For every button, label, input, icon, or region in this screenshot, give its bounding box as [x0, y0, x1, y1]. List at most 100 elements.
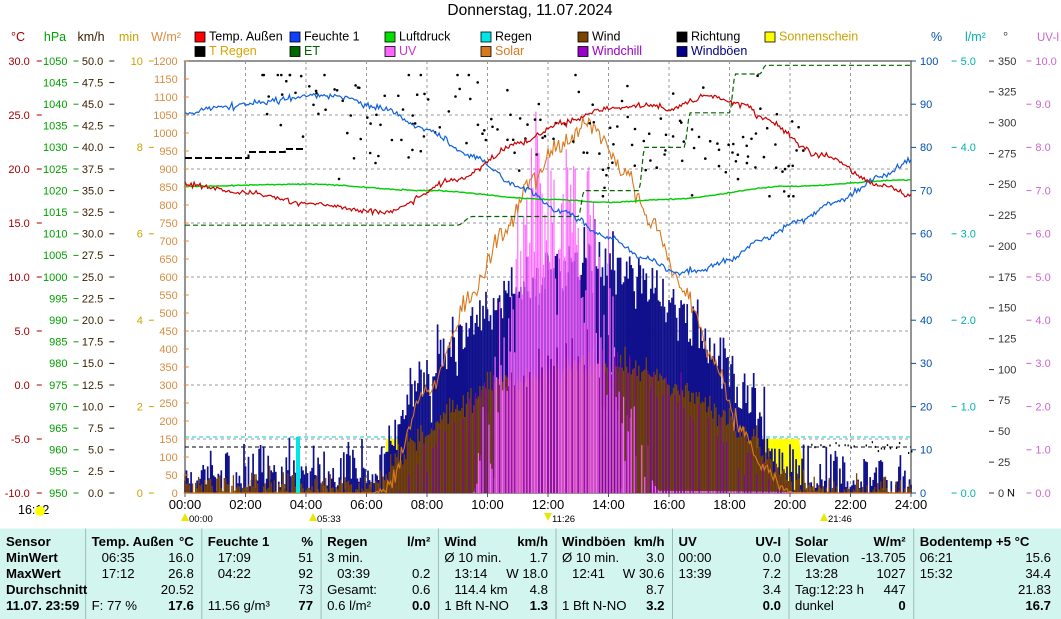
svg-text:300: 300	[159, 380, 177, 392]
svg-text:12:41: 12:41	[572, 566, 605, 581]
svg-text:Donnerstag, 11.07.2024: Donnerstag, 11.07.2024	[447, 2, 613, 19]
svg-text:00:00: 00:00	[679, 550, 712, 565]
svg-text:dunkel: dunkel	[795, 598, 834, 613]
svg-text:2.0: 2.0	[1035, 401, 1050, 413]
svg-text:Solar: Solar	[495, 44, 524, 58]
svg-text:UV-I: UV-I	[1037, 32, 1059, 44]
svg-text:7.5: 7.5	[88, 423, 103, 435]
svg-text:1015: 1015	[43, 207, 67, 219]
svg-text:Temp. Außen: Temp. Außen	[209, 30, 283, 44]
svg-text:350: 350	[159, 362, 177, 374]
svg-text:Luftdruck: Luftdruck	[399, 30, 451, 44]
svg-text:30: 30	[920, 358, 932, 370]
svg-text:10.0: 10.0	[82, 401, 103, 413]
svg-text:1045: 1045	[43, 77, 67, 89]
svg-text:25.0: 25.0	[82, 272, 103, 284]
svg-text:275: 275	[998, 148, 1016, 160]
svg-text:06:21: 06:21	[920, 550, 953, 565]
svg-text:17.5: 17.5	[82, 337, 103, 349]
svg-text:14:00: 14:00	[592, 497, 625, 512]
svg-text:13:28: 13:28	[805, 566, 838, 581]
svg-text:W/m²: W/m²	[873, 534, 906, 549]
svg-text:175: 175	[998, 272, 1016, 284]
svg-text:8: 8	[137, 142, 143, 154]
svg-text:Ø 10 min.: Ø 10 min.	[444, 550, 501, 565]
svg-text:4: 4	[137, 315, 143, 327]
svg-text:325: 325	[998, 87, 1016, 99]
svg-text:0.2: 0.2	[412, 566, 430, 581]
svg-text:850: 850	[159, 182, 177, 194]
svg-text:Gesamt:: Gesamt:	[327, 582, 377, 597]
svg-text:0: 0	[898, 598, 905, 613]
svg-text:0.0: 0.0	[763, 550, 781, 565]
svg-text:17.6: 17.6	[168, 598, 194, 613]
svg-text:650: 650	[159, 254, 177, 266]
svg-text:km/h: km/h	[77, 30, 104, 44]
svg-text:Solar: Solar	[795, 534, 828, 549]
svg-text:1100: 1100	[154, 92, 178, 104]
svg-text:3.2: 3.2	[646, 598, 664, 613]
svg-text:4.0: 4.0	[1035, 315, 1050, 327]
svg-text:975: 975	[49, 380, 67, 392]
svg-text:20:00: 20:00	[774, 497, 807, 512]
svg-text:3.4: 3.4	[763, 582, 781, 597]
svg-text:min: min	[119, 30, 139, 44]
svg-text:Wind: Wind	[444, 534, 476, 549]
svg-text:700: 700	[159, 236, 177, 248]
svg-text:Durchschnitt: Durchschnitt	[6, 582, 88, 597]
svg-text:1025: 1025	[43, 164, 67, 176]
svg-text:20: 20	[920, 401, 932, 413]
svg-text:16.0: 16.0	[168, 550, 194, 565]
svg-text:Regen: Regen	[495, 30, 532, 44]
svg-text:W 18.0: W 18.0	[506, 566, 548, 581]
svg-text:100: 100	[998, 364, 1016, 376]
svg-text:Regen: Regen	[327, 534, 367, 549]
svg-text:1035: 1035	[43, 121, 67, 133]
svg-text:0.0: 0.0	[961, 488, 976, 500]
svg-text:70: 70	[920, 185, 932, 197]
svg-text:05:33: 05:33	[317, 514, 341, 525]
svg-text:970: 970	[49, 401, 67, 413]
svg-text:9.0: 9.0	[1035, 99, 1050, 111]
svg-text:1020: 1020	[43, 185, 67, 197]
svg-text:10: 10	[131, 56, 143, 68]
svg-text:Feuchte 1: Feuchte 1	[304, 30, 360, 44]
svg-text:35.0: 35.0	[82, 185, 103, 197]
svg-text:10.0: 10.0	[1035, 56, 1056, 68]
svg-text:0.6 l/m²: 0.6 l/m²	[327, 598, 372, 613]
svg-text:1.7: 1.7	[530, 550, 548, 565]
svg-text:04:00: 04:00	[290, 497, 323, 512]
svg-text:-13.705: -13.705	[861, 550, 906, 565]
svg-text:%: %	[931, 30, 942, 44]
svg-text:45.0: 45.0	[82, 99, 103, 111]
svg-text:Bodentemp +5 °C: Bodentemp +5 °C	[920, 534, 1030, 549]
svg-text:5.0: 5.0	[88, 445, 103, 457]
svg-text:12.5: 12.5	[82, 380, 103, 392]
svg-text:990: 990	[49, 315, 67, 327]
svg-text:600: 600	[159, 272, 177, 284]
svg-text:30.0: 30.0	[8, 56, 29, 68]
svg-text:16:00: 16:00	[653, 497, 686, 512]
svg-text:N: N	[1007, 488, 1015, 500]
svg-text:UV: UV	[399, 44, 417, 58]
svg-text:08:00: 08:00	[411, 497, 444, 512]
svg-text:3.0: 3.0	[646, 550, 664, 565]
svg-text:21.83: 21.83	[1018, 582, 1051, 597]
svg-text:5.0: 5.0	[15, 326, 30, 338]
svg-text:7.0: 7.0	[1035, 185, 1050, 197]
svg-text:l/m²: l/m²	[965, 30, 986, 44]
svg-text:1.0: 1.0	[1035, 445, 1050, 457]
svg-text:0.6: 0.6	[412, 582, 430, 597]
svg-text:1005: 1005	[43, 250, 67, 262]
svg-text:1030: 1030	[43, 142, 67, 154]
svg-text:0: 0	[920, 488, 926, 500]
svg-text:20.0: 20.0	[82, 315, 103, 327]
svg-text:Windchill: Windchill	[592, 44, 642, 58]
svg-text:1000: 1000	[43, 272, 67, 284]
svg-text:447: 447	[884, 582, 906, 597]
svg-text:l/m²: l/m²	[407, 534, 431, 549]
svg-text:1 Bft N-NO: 1 Bft N-NO	[444, 598, 508, 613]
svg-text:250: 250	[998, 179, 1016, 191]
svg-text:2: 2	[137, 401, 143, 413]
svg-text:22.5: 22.5	[82, 293, 103, 305]
